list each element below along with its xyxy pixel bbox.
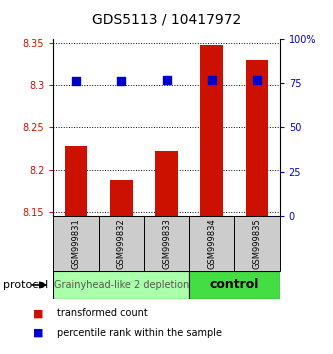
Text: protocol: protocol — [3, 280, 49, 290]
Point — [254, 77, 260, 82]
Bar — [53, 216, 99, 271]
Bar — [65, 146, 87, 216]
Bar — [155, 151, 178, 216]
Text: ■: ■ — [33, 328, 44, 338]
Text: percentile rank within the sample: percentile rank within the sample — [57, 328, 221, 338]
Bar — [200, 45, 223, 216]
Text: ■: ■ — [33, 308, 44, 318]
Point — [119, 79, 124, 84]
Text: GSM999835: GSM999835 — [252, 218, 262, 269]
Text: GSM999831: GSM999831 — [71, 218, 81, 269]
Bar — [234, 216, 280, 271]
Point — [73, 79, 79, 84]
Bar — [246, 60, 268, 216]
Text: GSM999832: GSM999832 — [117, 218, 126, 269]
Text: GSM999834: GSM999834 — [207, 218, 216, 269]
Text: GSM999833: GSM999833 — [162, 218, 171, 269]
Point — [209, 77, 214, 82]
Text: Grainyhead-like 2 depletion: Grainyhead-like 2 depletion — [54, 280, 189, 290]
Point — [164, 77, 169, 82]
Text: GDS5113 / 10417972: GDS5113 / 10417972 — [92, 12, 241, 27]
Bar — [99, 216, 144, 271]
Bar — [189, 216, 234, 271]
Text: control: control — [210, 279, 259, 291]
Bar — [110, 180, 133, 216]
Bar — [189, 271, 280, 299]
Text: transformed count: transformed count — [57, 308, 148, 318]
Bar — [144, 216, 189, 271]
Bar — [53, 271, 189, 299]
